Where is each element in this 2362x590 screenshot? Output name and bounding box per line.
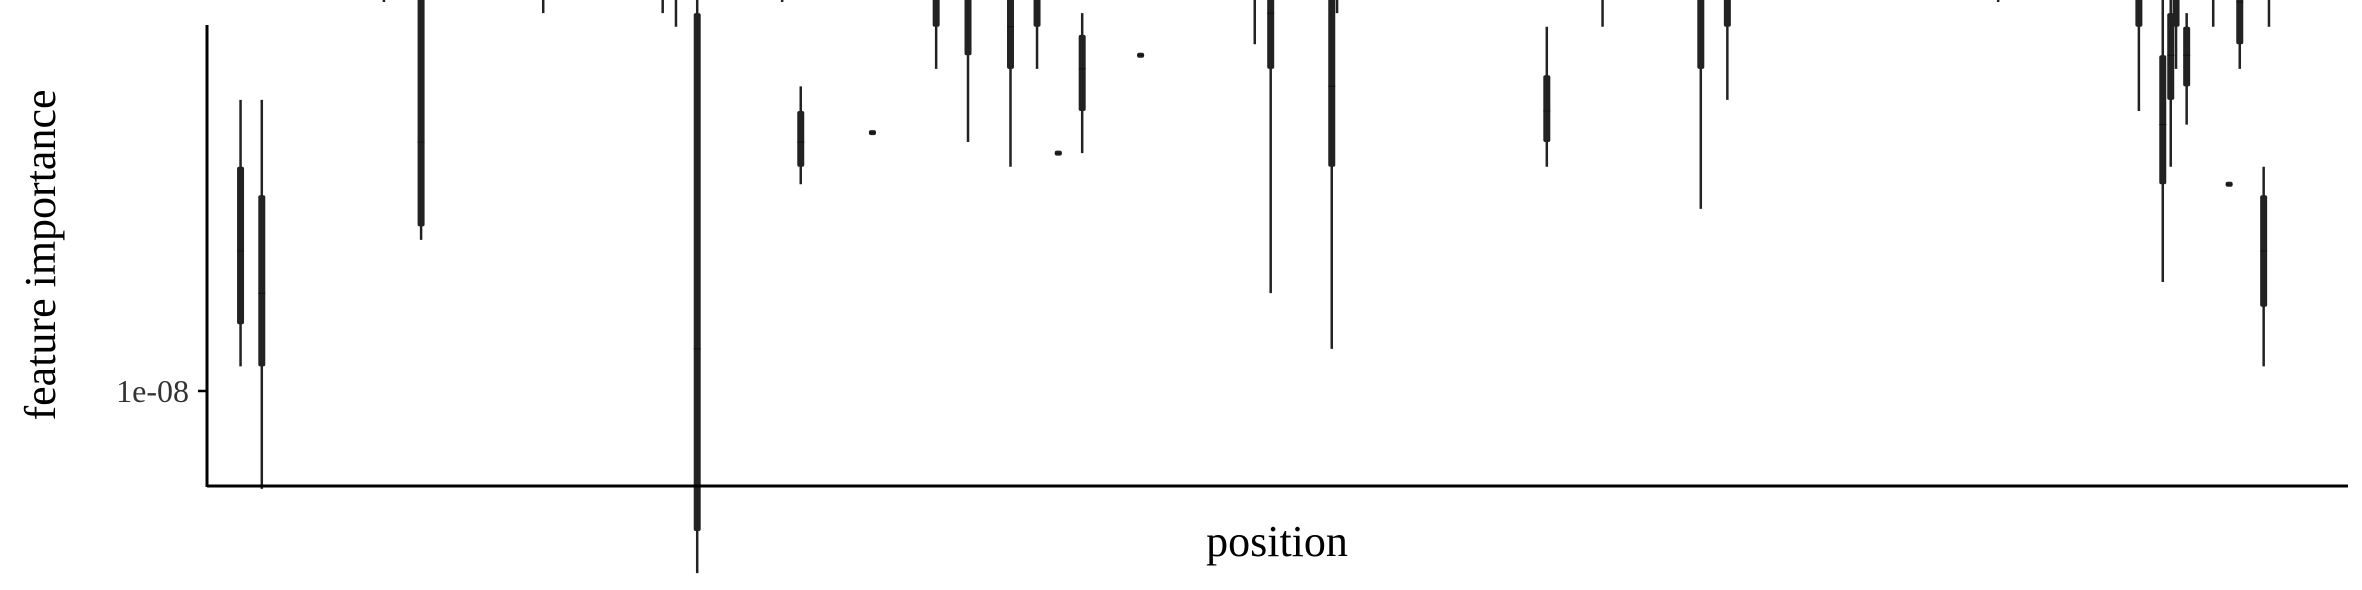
y-axis-label: feature importance <box>16 89 65 420</box>
box-70 <box>964 0 972 143</box>
box-iqr <box>2183 26 2191 87</box>
box-219 <box>2267 0 2271 27</box>
box-155 <box>1697 0 1705 209</box>
box-211 <box>2211 0 2215 27</box>
box-iqr <box>417 0 425 227</box>
box-4 <box>258 99 266 489</box>
box-iqr <box>1078 34 1086 111</box>
box-iqr <box>1033 0 1041 27</box>
box-213 <box>2225 181 2233 187</box>
box-iqr <box>237 166 245 325</box>
box-159 <box>1723 0 1731 100</box>
box-iqr <box>964 0 972 56</box>
box-137 <box>1543 26 1551 167</box>
box-iqr <box>932 0 940 27</box>
box-206 <box>2172 0 2180 69</box>
box-108 <box>1267 0 1275 294</box>
box-iqr <box>1267 0 1275 69</box>
box-iqr <box>2167 13 2175 100</box>
box-iqr <box>2172 0 2180 27</box>
box-205 <box>2167 0 2175 167</box>
box-107 <box>1253 0 1257 45</box>
box-14 <box>417 0 425 240</box>
box-iqr <box>1007 0 1014 69</box>
box-iqr <box>2135 0 2143 27</box>
box-66 <box>932 0 940 69</box>
box-74 <box>1007 0 1014 167</box>
y-axis-ticks: 1e-081e-051e-02 <box>116 373 207 409</box>
box-iqr <box>1328 0 1336 167</box>
box-181 <box>1996 0 2000 3</box>
box-51 <box>797 86 805 185</box>
box-115 <box>1328 0 1336 349</box>
y-tick-label: 1e-08 <box>116 373 189 409</box>
box-iqr <box>1723 0 1731 27</box>
box-201 <box>2135 0 2143 111</box>
box-11 <box>382 0 386 3</box>
box-60 <box>868 130 876 136</box>
box-40 <box>674 0 678 27</box>
box-iqr <box>797 111 805 167</box>
chart-marks <box>237 0 2271 574</box>
box-iqr <box>2159 55 2167 185</box>
box-78 <box>1033 0 1041 69</box>
box-86 <box>1078 13 1086 154</box>
box-iqr <box>693 13 701 531</box>
box-208 <box>2183 13 2191 125</box>
box-82 <box>1054 150 1062 156</box>
box-iqr <box>1697 0 1705 69</box>
box-204 <box>2159 0 2167 283</box>
box-218 <box>2260 166 2268 367</box>
box-42 <box>693 0 701 574</box>
box-iqr <box>1543 75 1551 143</box>
x-axis-label: position <box>1206 517 1348 566</box>
box-iqr <box>258 195 266 367</box>
box-39 <box>661 0 664 14</box>
box-iqr <box>2236 0 2244 45</box>
box-93 <box>1137 52 1145 58</box>
box-214 <box>2236 0 2244 69</box>
box-142 <box>1601 0 1604 27</box>
box-49 <box>780 0 784 3</box>
box-28 <box>541 0 545 14</box>
box-3 <box>237 99 245 367</box>
